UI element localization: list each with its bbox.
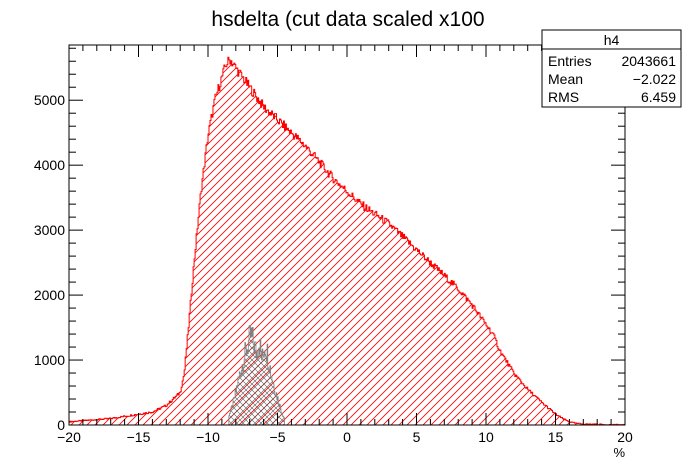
histogram-series-1 (228, 325, 285, 426)
x-tick-label: −15 (127, 429, 151, 445)
stats-box-frame (541, 29, 682, 108)
x-tick-label: 20 (617, 429, 633, 445)
y-tick-label: 2000 (34, 287, 65, 303)
axis-ticks: −20 −15 −10 −5 0 5 10 15 20 0 1000 2000 3000 4000 5000 (34, 45, 633, 445)
x-tick-label: −20 (57, 429, 81, 445)
y-tick-label: 1000 (34, 352, 65, 368)
x-tick-label: 10 (478, 429, 494, 445)
y-tick-label: 0 (57, 417, 65, 433)
y-tick-label: 4000 (34, 157, 65, 173)
x-tick-label: −10 (196, 429, 220, 445)
stats-label-entries: Entries (548, 53, 592, 69)
stats-box-title: h4 (604, 32, 620, 48)
x-tick-label: −5 (270, 429, 286, 445)
stats-label-mean: Mean (548, 71, 583, 87)
x-axis-label: % (613, 445, 625, 460)
stats-value-entries: 2043661 (621, 53, 676, 69)
x-tick-label: 15 (548, 429, 564, 445)
plot-area (68, 56, 626, 426)
stats-value-rms: 6.459 (641, 89, 676, 105)
stats-label-rms: RMS (548, 89, 579, 105)
stats-box: h4 Entries 2043661 Mean −2.022 RMS 6.459 (541, 29, 682, 108)
stats-value-mean: −2.022 (633, 71, 676, 87)
x-tick-label: 5 (413, 429, 421, 445)
chart-title: hsdelta (cut data scaled x100 (211, 8, 484, 31)
y-tick-label: 5000 (34, 92, 65, 108)
histogram-series-0 (68, 56, 626, 426)
x-tick-label: 0 (343, 429, 351, 445)
y-tick-label: 3000 (34, 222, 65, 238)
